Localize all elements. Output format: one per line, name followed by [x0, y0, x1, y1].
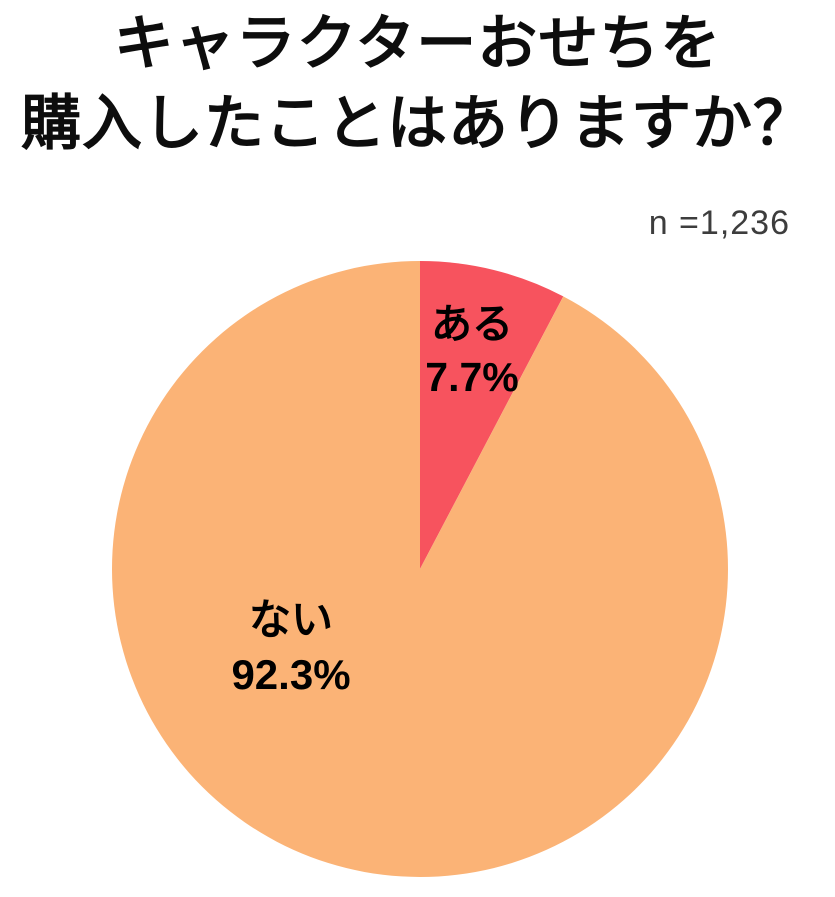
pie-slice-0	[420, 261, 564, 569]
slice-label-aru-name: ある	[430, 301, 513, 347]
pie-chart	[112, 261, 729, 877]
chart-title: キャラクターおせちを 購入したことはありますか？	[0, 4, 835, 164]
slice-label-nai: ない 92.3%	[231, 592, 350, 702]
pie-slice-1	[112, 261, 729, 877]
slice-label-aru: ある 7.7%	[425, 298, 518, 404]
chart-title-line-1: キャラクターおせちを	[113, 10, 722, 77]
slice-label-aru-value: 7.7%	[425, 354, 519, 400]
slice-label-nai-name: ない	[248, 596, 333, 643]
chart-title-line-2: 購入したことはありますか？	[21, 90, 814, 157]
slice-label-nai-value: 92.3%	[231, 651, 351, 698]
pie-chart-area: ある 7.7% ない 92.3%	[0, 250, 835, 897]
sample-size-label: n =1,236	[648, 204, 790, 242]
